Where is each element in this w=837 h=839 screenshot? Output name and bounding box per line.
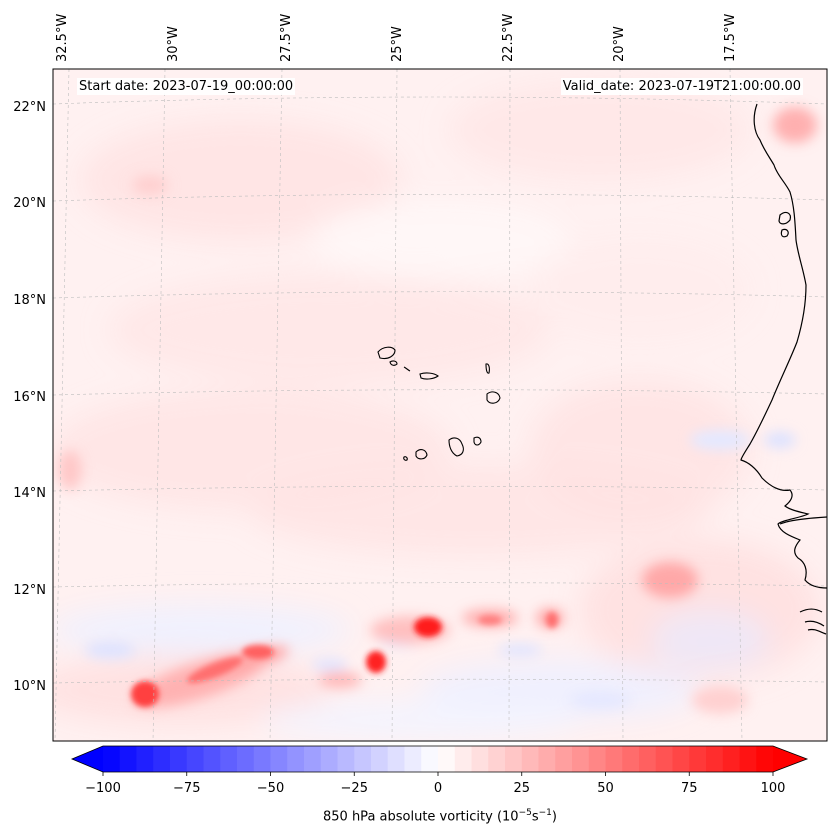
cape-verde-islands xyxy=(377,346,501,461)
colorbar-cell xyxy=(404,746,422,772)
colorbar-cell xyxy=(655,746,674,772)
graticule xyxy=(53,69,827,741)
colorbar-cell xyxy=(622,746,640,772)
colorbar-cell xyxy=(220,746,238,772)
colorbar-cell xyxy=(237,746,255,772)
lon-label: 30°W xyxy=(166,26,181,62)
start-date-label: Start date: 2023-07-19_00:00:00 xyxy=(77,78,296,95)
colorbar-cell xyxy=(270,746,288,772)
lat-label: 12°N xyxy=(13,583,46,598)
colorbar-cell xyxy=(438,746,456,772)
colorbar-tick-label: 75 xyxy=(681,781,698,796)
lon-label: 17.5°W xyxy=(723,14,738,62)
longitude-labels: 32.5°W 30°W 27.5°W 25°W 22.5°W 20°W 17.5… xyxy=(55,14,738,62)
colorbar-title-mid: s xyxy=(531,809,539,825)
lat-label: 16°N xyxy=(13,390,46,405)
colorbar-cell xyxy=(371,746,389,772)
colorbar-cell xyxy=(588,746,607,772)
colorbar-title-exp1: −5 xyxy=(518,808,532,818)
colorbar-cell xyxy=(203,746,221,772)
colorbar-tick-label: 50 xyxy=(597,781,614,796)
colorbar-cell xyxy=(471,746,489,772)
colorbar-tick-label: 25 xyxy=(513,781,530,796)
colorbar-tick-label: 0 xyxy=(434,781,442,796)
vorticity-field xyxy=(53,69,827,741)
lat-label: 20°N xyxy=(13,196,46,211)
latitude-labels: 22°N 20°N 18°N 16°N 14°N 12°N 10°N xyxy=(13,100,46,694)
colorbar-cell xyxy=(186,746,205,772)
colorbar-tick-label: −100 xyxy=(85,781,121,796)
colorbar-cell xyxy=(337,746,355,772)
colorbar-cell xyxy=(739,746,757,772)
colorbar-cell xyxy=(689,746,707,772)
colorbar-cell xyxy=(387,746,406,772)
colorbar-title-text: 850 hPa absolute vorticity (10 xyxy=(323,809,519,825)
colorbar: −100 −75 −50 −25 0 25 50 75 100 xyxy=(70,745,809,796)
colorbar-cell xyxy=(488,746,506,772)
lon-label: 32.5°W xyxy=(55,14,70,62)
colorbar-tick-label: −25 xyxy=(341,781,368,796)
colorbar-tick-label: −75 xyxy=(173,781,200,796)
coastline xyxy=(740,103,827,635)
colorbar-cell xyxy=(170,746,188,772)
colorbar-cell xyxy=(722,746,741,772)
valid-date-label: Valid_date: 2023-07-19T21:00:00.00 xyxy=(560,78,803,95)
colorbar-cell xyxy=(304,746,322,772)
lon-label: 20°W xyxy=(612,26,627,62)
colorbar-cell xyxy=(320,746,339,772)
colorbar-cell xyxy=(287,746,305,772)
colorbar-title-close: ) xyxy=(551,809,557,825)
colorbar-cell xyxy=(605,746,623,772)
colorbar-cell xyxy=(136,746,154,772)
colorbar-cell xyxy=(555,746,573,772)
lat-label: 14°N xyxy=(13,486,46,501)
colorbar-cell xyxy=(572,746,590,772)
colorbar-cell xyxy=(153,746,171,772)
colorbar-cell xyxy=(639,746,657,772)
colorbar-cell xyxy=(354,746,372,772)
colorbar-extend-max xyxy=(773,746,807,772)
colorbar-cell xyxy=(103,746,121,772)
colorbar-title: 850 hPa absolute vorticity (10−5s−1) xyxy=(0,808,837,824)
colorbar-cell xyxy=(119,746,138,772)
colorbar-tick-label: 100 xyxy=(761,781,786,796)
lat-label: 10°N xyxy=(13,679,46,694)
colorbar-cell xyxy=(253,746,272,772)
colorbar-cell xyxy=(672,746,690,772)
lat-label: 22°N xyxy=(13,100,46,115)
lon-label: 25°W xyxy=(390,26,405,62)
colorbar-cell xyxy=(454,746,473,772)
map-frame xyxy=(52,68,828,742)
colorbar-cell xyxy=(521,746,540,772)
colorbar-cell xyxy=(706,746,724,772)
lon-label: 22.5°W xyxy=(501,14,516,62)
colorbar-extend-min xyxy=(72,746,103,772)
colorbar-ticks: −100 −75 −50 −25 0 25 50 75 100 xyxy=(85,772,785,796)
colorbar-cells xyxy=(70,745,809,773)
colorbar-cell xyxy=(756,746,774,772)
colorbar-cell xyxy=(505,746,523,772)
colorbar-tick-label: −50 xyxy=(257,781,284,796)
colorbar-cell xyxy=(421,746,439,772)
lat-label: 18°N xyxy=(13,293,46,308)
colorbar-title-exp2: −1 xyxy=(538,808,552,818)
colorbar-cell xyxy=(538,746,556,772)
lon-label: 27.5°W xyxy=(279,14,294,62)
